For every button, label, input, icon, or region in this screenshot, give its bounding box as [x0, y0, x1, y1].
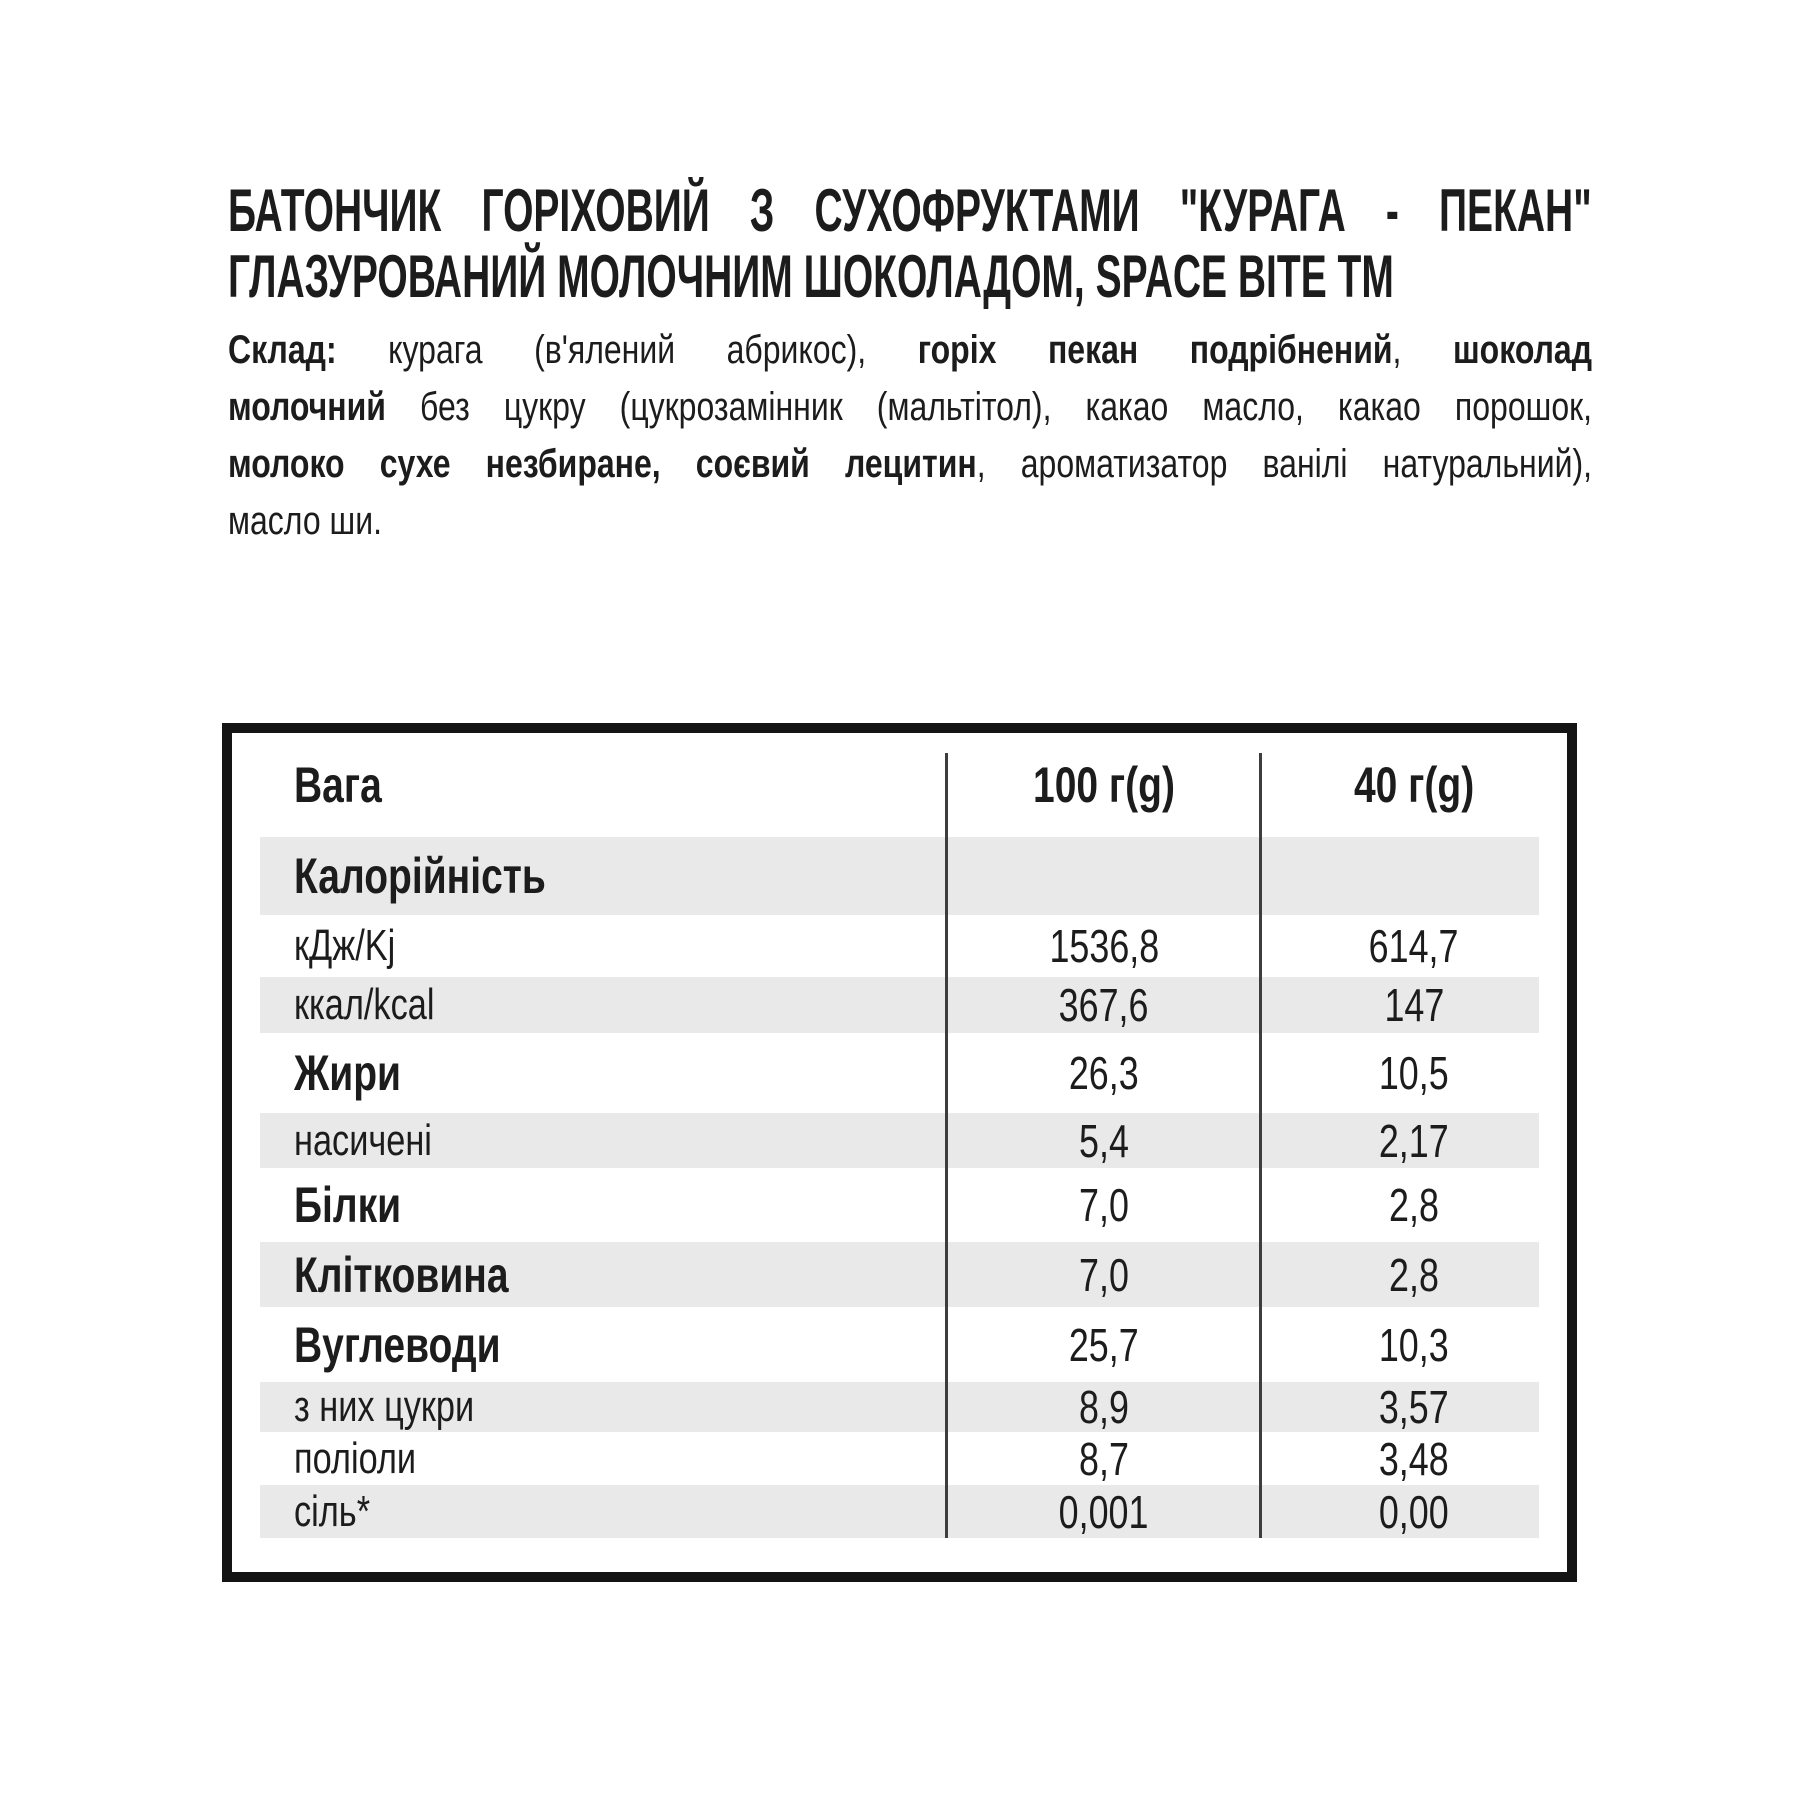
- row-label: поліоли: [294, 1433, 417, 1483]
- table-row-carbs: Вуглеводи 25,7 10,3: [232, 1307, 1567, 1382]
- row-label: кДж/Kj: [294, 921, 396, 970]
- value-40g: 147: [1384, 979, 1444, 1031]
- header-weight-cell: Вага: [232, 756, 947, 814]
- value-100g: 25,7: [1069, 1318, 1139, 1371]
- table-row-calories: Калорійність: [232, 837, 1567, 915]
- product-title-line-2: ГЛАЗУРОВАНИЙ МОЛОЧНИМ ШОКОЛАДОМ, SPACE B…: [228, 243, 1394, 310]
- row-label: Вуглеводи: [294, 1316, 501, 1373]
- table-bottom-spacer: [232, 1538, 1567, 1572]
- column-separator-1: [945, 753, 948, 1538]
- ingredients-line-1: Склад: курага (в'ялений абрикос), горіх …: [228, 328, 1593, 372]
- table-row-polyols: поліоли 8,7 3,48: [232, 1432, 1567, 1485]
- value-100g: 0,001: [1059, 1485, 1149, 1538]
- row-label: Жири: [294, 1045, 402, 1101]
- table-row-salt: сіль* 0,001 0,00: [232, 1485, 1567, 1538]
- product-title: БАТОНЧИК ГОРІХОВИЙ З СУХОФРУКТАМИ "КУРАГ…: [228, 178, 1592, 328]
- row-label: Клітковина: [294, 1246, 509, 1303]
- value-100g: 8,9: [1079, 1381, 1129, 1433]
- table-row-sugars: з них цукри 8,9 3,57: [232, 1381, 1567, 1433]
- value-40g: 3,48: [1379, 1432, 1449, 1485]
- value-100g: 367,6: [1059, 979, 1149, 1031]
- value-40g: 10,3: [1379, 1318, 1449, 1371]
- value-40g: 2,8: [1389, 1248, 1439, 1301]
- value-40g: 10,5: [1379, 1047, 1449, 1099]
- row-label: насичені: [294, 1115, 432, 1165]
- header-40g-cell: 40 г(g): [1261, 756, 1567, 814]
- table-row-kcal: ккал/kcal 367,6 147: [232, 977, 1567, 1033]
- value-100g: 1536,8: [1049, 920, 1159, 972]
- value-100g: 26,3: [1069, 1047, 1139, 1099]
- table-row-proteins: Білки 7,0 2,8: [232, 1168, 1567, 1242]
- value-100g: 8,7: [1079, 1432, 1129, 1485]
- value-100g: 7,0: [1079, 1248, 1129, 1301]
- table-row-fats: Жири 26,3 10,5: [232, 1033, 1567, 1113]
- ingredients-line-2: молочний без цукру (цукрозамінник (мальт…: [228, 385, 1593, 429]
- nutrition-table-body: Вага 100 г(g) 40 г(g) Калорійність кДж/K…: [232, 733, 1567, 1572]
- value-100g: 7,0: [1079, 1179, 1129, 1231]
- row-label: Білки: [294, 1177, 402, 1233]
- row-label: ккал/kcal: [294, 980, 435, 1029]
- nutrition-table: Вага 100 г(g) 40 г(g) Калорійність кДж/K…: [222, 723, 1577, 1582]
- table-header-row: Вага 100 г(g) 40 г(g): [232, 733, 1567, 837]
- table-row-fiber: Клітковина 7,0 2,8: [232, 1242, 1567, 1307]
- value-40g: 3,57: [1379, 1381, 1449, 1433]
- row-label: з них цукри: [294, 1382, 475, 1431]
- row-label: Калорійність: [294, 848, 546, 904]
- ingredients-paragraph: Склад: курага (в'ялений абрикос), горіх …: [228, 322, 1592, 572]
- ingredients-line-4: масло ши.: [228, 499, 382, 543]
- header-100g-cell: 100 г(g): [947, 756, 1261, 814]
- header-weight-label: Вага: [294, 757, 382, 813]
- header-100g-label: 100 г(g): [1033, 757, 1175, 813]
- value-100g: 5,4: [1079, 1114, 1129, 1167]
- column-separator-2: [1259, 753, 1262, 1538]
- table-row-saturated: насичені 5,4 2,17: [232, 1113, 1567, 1168]
- ingredients-line-3: молоко сухе незбиране, соєвий лецитин, а…: [228, 442, 1592, 486]
- value-40g: 0,00: [1379, 1485, 1449, 1538]
- product-title-line-1: БАТОНЧИК ГОРІХОВИЙ З СУХОФРУКТАМИ "КУРАГ…: [228, 177, 1592, 244]
- header-40g-label: 40 г(g): [1353, 757, 1475, 813]
- value-40g: 614,7: [1369, 920, 1459, 972]
- value-40g: 2,8: [1389, 1179, 1439, 1231]
- table-row-kj: кДж/Kj 1536,8 614,7: [232, 915, 1567, 977]
- row-label: сіль*: [294, 1486, 371, 1536]
- value-40g: 2,17: [1379, 1114, 1449, 1167]
